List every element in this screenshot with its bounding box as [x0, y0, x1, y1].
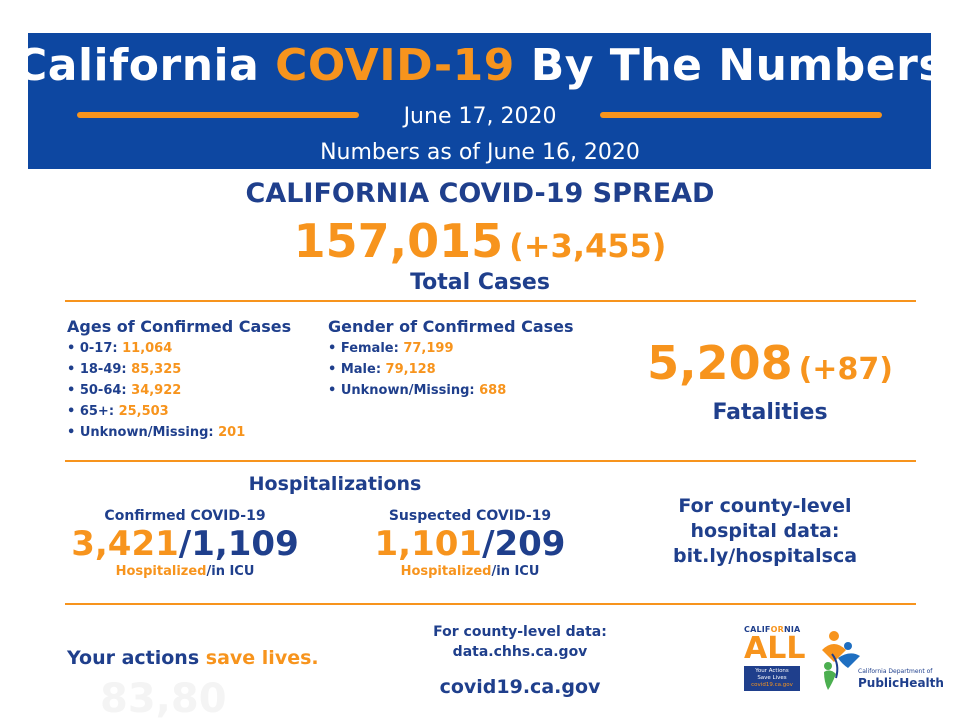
report-date: June 17, 2020	[403, 104, 557, 129]
california-all-logo: CALIFORNIA ALL Your Actions Save Lives c…	[744, 625, 806, 697]
cdph-logo: California Department of PublicHealth	[818, 628, 944, 696]
ca-logo-wordmark: CALIFORNIA	[744, 625, 801, 634]
county-hospital-link[interactable]: bit.ly/hospitalsca	[672, 545, 858, 567]
ca-logo-all: ALL	[744, 631, 806, 666]
footer-tagline: Your actions save lives.	[67, 647, 319, 669]
divider-3	[65, 603, 916, 605]
total-cases-value: 157,015	[293, 214, 504, 268]
fatalities-delta: (+87)	[798, 352, 893, 387]
suspected-hosp-label: Suspected COVID-19	[388, 508, 552, 524]
list-item: • Male: 79,128	[328, 362, 436, 377]
header-banner	[28, 33, 931, 169]
county-hospital-line2: hospital data:	[690, 520, 840, 542]
county-data-line1: For county-level data:	[433, 624, 607, 640]
ages-section: Ages of Confirmed Cases • 0-17: 11,064 •…	[67, 317, 291, 443]
gender-list: • Female: 77,199 • Male: 79,128 • Unknow…	[328, 338, 574, 401]
header-rule-right	[600, 112, 882, 118]
list-item: • 50-64: 34,922	[67, 383, 182, 398]
confirmed-hosp-caption: Hospitalized/in ICU	[115, 564, 255, 579]
ages-list: • 0-17: 11,064 • 18-49: 85,325 • 50-64: …	[67, 338, 291, 443]
list-item: • 18-49: 85,325	[67, 362, 182, 377]
header-rule-left	[77, 112, 359, 118]
county-hospital-info: For county-level hospital data: bit.ly/h…	[640, 494, 890, 569]
fatalities-label: Fatalities	[712, 400, 828, 425]
cdph-figures-icon	[822, 631, 860, 690]
list-item: • Unknown/Missing: 688	[328, 383, 507, 398]
confirmed-hosp-label: Confirmed COVID-19	[104, 508, 266, 524]
suspected-hosp-caption: Hospitalized/in ICU	[400, 564, 540, 579]
confirmed-hosp-block: Confirmed COVID-19 3,421/1,109 Hospitali…	[60, 508, 310, 579]
covid-site-link[interactable]: covid19.ca.gov	[439, 676, 601, 698]
fatalities-value: 5,208	[647, 336, 793, 390]
total-cases-label: Total Cases	[410, 270, 550, 295]
hospitalizations-title: Hospitalizations	[248, 473, 422, 495]
list-item: • 65+: 25,503	[67, 404, 169, 419]
ages-title: Ages of Confirmed Cases	[67, 317, 292, 336]
fatalities-figure: 5,208 (+87)	[620, 336, 920, 390]
page-title: California COVID-19 By The Numbers	[14, 40, 946, 91]
total-cases-figure: 157,015 (+3,455)	[0, 214, 960, 268]
county-hospital-line1: For county-level	[678, 495, 852, 517]
divider-1	[65, 300, 916, 302]
gender-section: Gender of Confirmed Cases • Female: 77,1…	[328, 317, 574, 401]
cdph-logo-line2: PublicHealth	[858, 676, 944, 690]
suspected-hosp-figure: 1,101/209	[374, 524, 566, 564]
county-data-link[interactable]: data.chhs.ca.gov	[452, 644, 588, 660]
list-item: • Female: 77,199	[328, 341, 454, 356]
cdph-logo-line1: California Department of	[858, 668, 933, 675]
spread-title: CALIFORNIA COVID-19 SPREAD	[245, 178, 715, 209]
confirmed-hosp-figure: 3,421/1,109	[71, 524, 299, 564]
data-as-of: Numbers as of June 16, 2020	[320, 140, 640, 165]
total-cases-delta: (+3,455)	[509, 227, 667, 265]
county-data-info: For county-level data: data.chhs.ca.gov	[400, 622, 640, 662]
list-item: • 0-17: 11,064	[67, 341, 173, 356]
faded-background-number: 83,80	[100, 676, 227, 722]
list-item: • Unknown/Missing: 201	[67, 425, 246, 440]
gender-title: Gender of Confirmed Cases	[328, 317, 574, 336]
suspected-hosp-block: Suspected COVID-19 1,101/209 Hospitalize…	[345, 508, 595, 579]
ca-logo-box: Your Actions Save Lives covid19.ca.gov	[744, 666, 800, 691]
divider-2	[65, 460, 916, 462]
